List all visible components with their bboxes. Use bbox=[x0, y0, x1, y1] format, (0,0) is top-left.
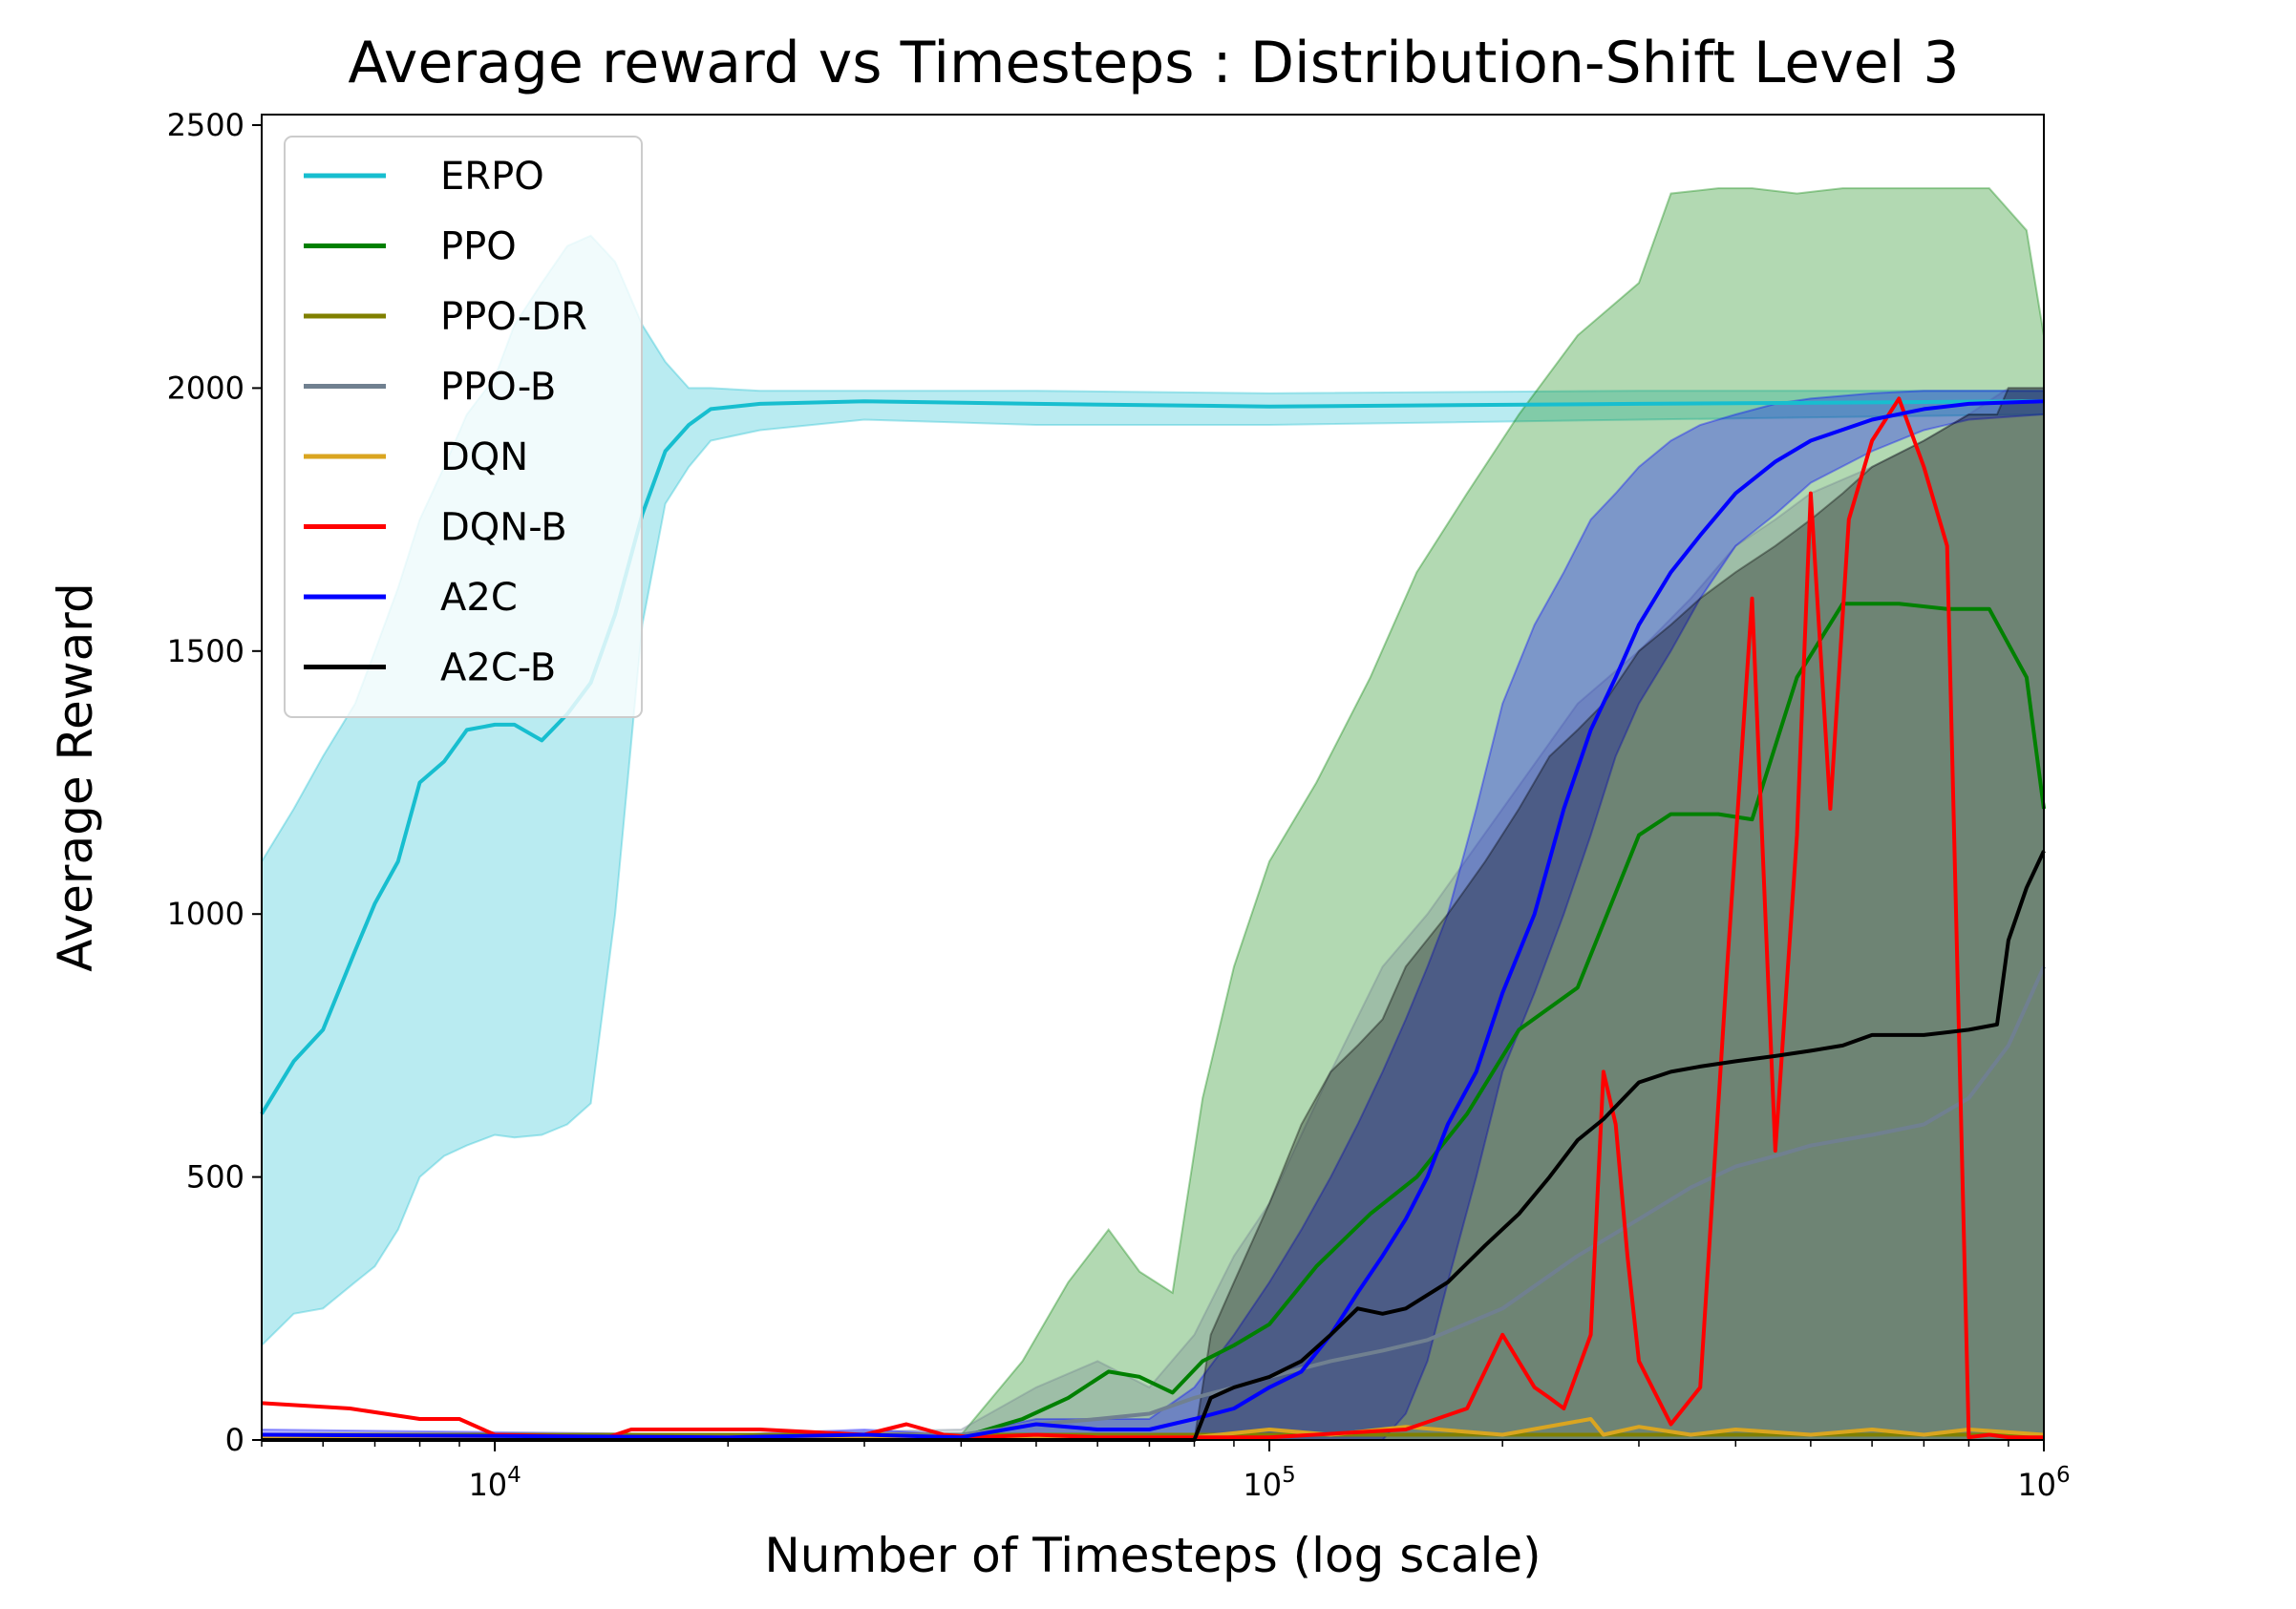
line-a2c bbox=[261, 399, 2045, 1440]
y-tick-label: 2500 bbox=[167, 107, 244, 143]
y-axis-label: Average Reward bbox=[48, 582, 103, 971]
x-axis-label: Number of Timesteps (log scale) bbox=[764, 1528, 1541, 1583]
legend-box bbox=[284, 136, 643, 718]
x-axis: 104 105 106 bbox=[261, 1440, 2071, 1503]
line-dqn-b bbox=[261, 396, 2044, 1440]
chart-title: Average reward vs Timesteps : Distributi… bbox=[348, 30, 1959, 96]
legend-label-ppo-b: PPO-B bbox=[440, 366, 556, 410]
y-axis: 0 500 1000 1500 2000 2500 bbox=[167, 107, 262, 1458]
y-tick-label: 1000 bbox=[167, 896, 244, 932]
line-a2c-b bbox=[262, 850, 2046, 1442]
legend: ERPO PPO PPO-DR PPO-B DQN DQN-B A2C A2C-B bbox=[284, 136, 643, 718]
plot-area-frame bbox=[261, 114, 2045, 1441]
legend-label-dqn-b: DQN-B bbox=[440, 506, 567, 550]
legend-label-a2c-b: A2C-B bbox=[440, 646, 556, 690]
series-lines bbox=[260, 396, 2046, 1442]
line-ppo bbox=[262, 602, 2046, 1440]
y-tick-label: 1500 bbox=[167, 633, 244, 669]
y-tick-label: 2000 bbox=[167, 370, 244, 406]
x-tick-label: 106 bbox=[2017, 1463, 2070, 1503]
line-dqn bbox=[262, 1417, 2045, 1440]
x-tick-label: 104 bbox=[468, 1463, 521, 1503]
legend-label-ppo-dr: PPO-DR bbox=[440, 295, 587, 339]
legend-label-erpo: ERPO bbox=[440, 155, 544, 199]
legend-label-a2c: A2C bbox=[440, 576, 518, 620]
line-ppo-b bbox=[262, 965, 2046, 1440]
y-tick-label: 500 bbox=[186, 1159, 244, 1196]
legend-label-ppo: PPO bbox=[440, 225, 517, 269]
y-tick-label: 0 bbox=[225, 1422, 244, 1458]
legend-label-dqn: DQN bbox=[440, 435, 528, 479]
x-tick-label: 105 bbox=[1243, 1463, 1295, 1503]
